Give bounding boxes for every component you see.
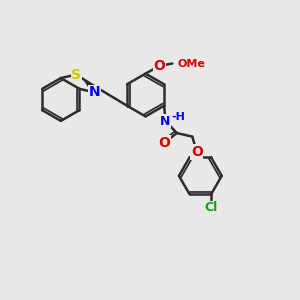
Text: N: N	[88, 85, 100, 99]
Text: O: O	[158, 136, 170, 150]
Text: O: O	[153, 59, 165, 73]
Text: S: S	[71, 68, 81, 82]
Text: OMe: OMe	[178, 58, 206, 68]
Text: Cl: Cl	[204, 201, 218, 214]
Text: O: O	[191, 145, 203, 159]
Text: -H: -H	[171, 112, 185, 122]
Text: N: N	[160, 115, 171, 128]
